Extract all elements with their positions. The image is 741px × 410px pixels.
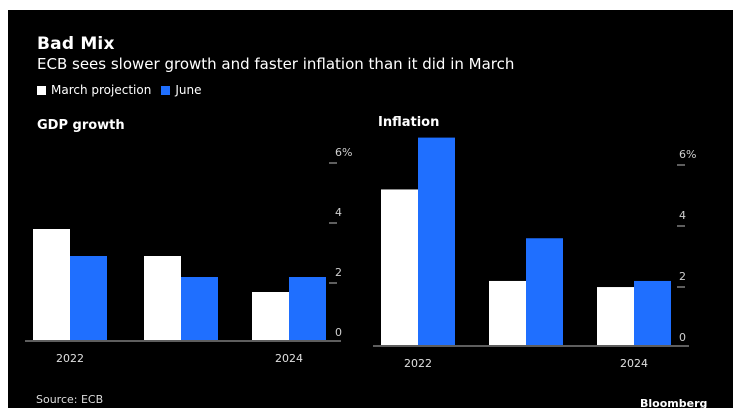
source-note: Source: ECB [36,393,104,406]
panel-title-gdp: GDP growth [37,118,125,133]
chart-title: Bad Mix [37,34,115,54]
gdp-bar-june-2023 [181,277,218,340]
inflation-ytick-label-4: 4 [679,209,686,222]
gdp-bar-june-2022 [70,256,107,340]
legend-label-march: March projection [51,83,152,97]
legend-item-june: June [161,83,201,97]
gdp-ytick-label-6: 6% [335,146,352,159]
gdp-bar-march-2024 [252,292,289,340]
legend-swatch-june [161,85,171,95]
inflation-bar-june-2023 [526,238,563,345]
inflation-ytick-label-6: 6% [679,148,696,161]
inflation-bar-march-2022 [381,189,418,345]
legend-swatch-march [37,85,46,95]
inflation-ytick-label-2: 2 [679,270,686,283]
gdp-xtick-label-2022: 2022 [56,352,84,365]
gdp-ytick-label-4: 4 [335,206,342,219]
gdp-bar-march-2022 [33,229,70,340]
inflation-ytick-label-0: 0 [679,331,686,344]
legend-item-march: March projection [37,83,151,97]
inflation-xtick-label-2024: 2024 [620,357,648,370]
gdp-xtick-label-2024: 2024 [275,352,303,365]
gdp-bar-june-2024 [289,277,326,340]
gdp-ytick-label-2: 2 [335,266,342,279]
gdp-bar-march-2023 [144,256,181,340]
brand-logo: Bloomberg [640,397,708,410]
legend-label-june: June [175,83,202,97]
inflation-bar-march-2024 [597,287,634,345]
legend: March projection June [37,83,211,97]
inflation-xtick-label-2022: 2022 [404,357,432,370]
charts-svg: 0 2 4 6% 2022 2024 0 2 4 6% 2022 2024 [25,137,696,370]
chart-frame: Bad Mix ECB sees slower growth and faste… [8,10,733,410]
gdp-ytick-label-0: 0 [335,326,342,339]
panel-title-inflation: Inflation [378,115,440,130]
chart-subtitle: ECB sees slower growth and faster inflat… [37,55,515,73]
inflation-bar-march-2023 [489,280,526,345]
inflation-bar-june-2024 [634,280,671,345]
inflation-bar-june-2022 [418,137,455,345]
